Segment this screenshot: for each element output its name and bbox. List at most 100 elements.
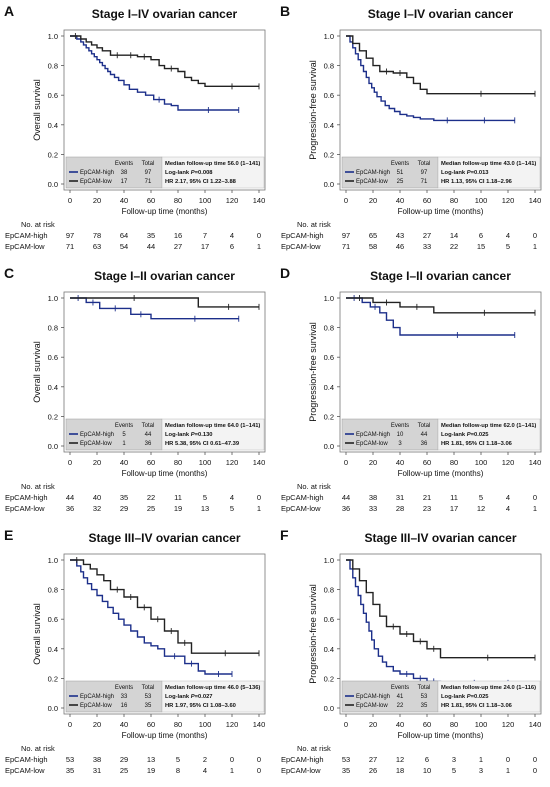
legend-events: 16	[121, 703, 128, 709]
risk-count: 36	[342, 504, 350, 513]
stats-median: Median follow-up time 62.0 (1–141)	[441, 423, 536, 429]
risk-count: 15	[477, 242, 485, 251]
risk-count: 11	[174, 493, 182, 502]
y-tick-label: 0.0	[48, 704, 58, 713]
stats-logrank: Log-lank P=0.008	[165, 170, 213, 176]
legend-events-header: Events	[115, 161, 133, 167]
risk-count: 1	[533, 504, 537, 513]
risk-count: 13	[201, 504, 209, 513]
risk-count: 53	[342, 755, 350, 764]
risk-row-name: EpCAM-high	[5, 493, 48, 502]
series-high	[70, 295, 240, 322]
survival-curve	[346, 35, 535, 95]
x-tick-label: 80	[174, 196, 182, 205]
y-tick-label: 1.0	[324, 294, 334, 303]
risk-count: 5	[203, 493, 207, 502]
x-axis-label: Follow-up time (months)	[398, 469, 484, 478]
stats-hr: HR 1.81, 95% CI 1.18–3.06	[441, 441, 513, 447]
stats-hr: HR 1.81, 95% CI 1.18–3.06	[441, 703, 513, 709]
panel-letter: D	[280, 265, 290, 281]
x-tick-label: 140	[253, 196, 266, 205]
risk-count: 4	[506, 493, 510, 502]
stats-logrank: Log-lank P=0.025	[441, 432, 489, 438]
legend-events-header: Events	[115, 685, 133, 691]
y-tick-label: 0.6	[324, 353, 334, 362]
y-axis-label: Progression-free survival	[308, 584, 318, 684]
chart-title: Stage III–IV ovarian cancer	[88, 531, 240, 545]
legend-series-name: EpCAM-high	[356, 170, 390, 176]
panel-f: F Stage III–IV ovarian cancer 0.0 0.2 0.4 0.6…	[280, 527, 542, 775]
x-tick-label: 40	[396, 458, 404, 467]
risk-count: 44	[342, 493, 350, 502]
legend-events: 3	[398, 441, 402, 447]
chart-title: Stage I–IV ovarian cancer	[368, 7, 514, 21]
x-tick-label: 120	[502, 720, 515, 729]
plot-frame	[63, 29, 266, 191]
risk-count: 36	[66, 504, 74, 513]
risk-count: 7	[203, 231, 207, 240]
panel-b: B Stage I–IV ovarian cancer 0.0 0.2 0.4 0.6 0.…	[280, 3, 542, 251]
x-tick-label: 0	[344, 720, 348, 729]
x-tick-label: 120	[502, 458, 515, 467]
legend-total: 53	[421, 694, 428, 700]
risk-count: 11	[450, 493, 458, 502]
survival-curve	[70, 297, 239, 320]
x-tick-label: 60	[147, 720, 155, 729]
y-tick-label: 0.6	[48, 353, 58, 362]
risk-count: 3	[452, 755, 456, 764]
y-tick-label: 0.4	[324, 383, 334, 392]
risk-count: 8	[176, 766, 180, 775]
logrank-value: =0.013	[471, 170, 490, 176]
risk-count: 31	[396, 493, 404, 502]
legend-series-name: EpCAM-high	[80, 432, 114, 438]
legend-total: 36	[145, 441, 152, 447]
x-axis-label: Follow-up time (months)	[122, 469, 208, 478]
risk-count: 0	[533, 231, 537, 240]
y-tick-label: 1.0	[48, 294, 58, 303]
logrank-p: P	[191, 432, 195, 438]
x-tick-label: 20	[93, 458, 101, 467]
legend-series-name: EpCAM-high	[80, 694, 114, 700]
legend-total: 36	[421, 441, 428, 447]
risk-row-name: EpCAM-high	[5, 755, 48, 764]
x-tick-label: 80	[174, 458, 182, 467]
risk-count: 35	[342, 766, 350, 775]
risk-count: 4	[203, 766, 207, 775]
legend-total: 35	[145, 703, 152, 709]
legend-total-header: Total	[418, 161, 431, 167]
x-tick-label: 140	[253, 458, 266, 467]
legend-box	[65, 680, 163, 713]
risk-count: 5	[479, 493, 483, 502]
y-tick-label: 0.8	[48, 586, 58, 595]
y-tick-label: 0.2	[48, 674, 58, 683]
x-axis-label: Follow-up time (months)	[122, 207, 208, 216]
risk-row-name: EpCAM-low	[281, 504, 321, 513]
stats-logrank: Log-lank P=0.025	[441, 694, 489, 700]
logrank-value: =0.025	[471, 432, 490, 438]
risk-row-name: EpCAM-low	[281, 242, 321, 251]
risk-table-label: No. at risk	[297, 220, 331, 229]
risk-count: 0	[506, 755, 510, 764]
chart-title: Stage I–IV ovarian cancer	[92, 7, 238, 21]
risk-count: 64	[120, 231, 128, 240]
risk-row-name: EpCAM-high	[5, 231, 48, 240]
risk-count: 53	[66, 755, 74, 764]
legend-total: 44	[145, 432, 152, 438]
legend-box	[65, 418, 163, 451]
legend-total: 53	[145, 694, 152, 700]
risk-row-name: EpCAM-high	[281, 493, 324, 502]
stats-median: Median follow-up time 24.0 (1–116)	[441, 685, 536, 691]
risk-count: 35	[66, 766, 74, 775]
risk-table-label: No. at risk	[297, 482, 331, 491]
x-tick-label: 80	[450, 720, 458, 729]
risk-count: 6	[425, 755, 429, 764]
stats-median: Median follow-up time 46.0 (5–136)	[165, 685, 260, 691]
risk-count: 1	[479, 755, 483, 764]
survival-curve	[346, 559, 535, 659]
risk-count: 43	[396, 231, 404, 240]
risk-table-label: No. at risk	[21, 220, 55, 229]
y-tick-label: 0.4	[48, 383, 58, 392]
x-tick-label: 60	[423, 196, 431, 205]
risk-row-name: EpCAM-low	[5, 242, 45, 251]
